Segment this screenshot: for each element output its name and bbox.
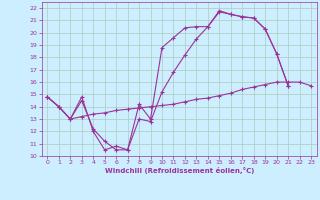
X-axis label: Windchill (Refroidissement éolien,°C): Windchill (Refroidissement éolien,°C) [105,167,254,174]
